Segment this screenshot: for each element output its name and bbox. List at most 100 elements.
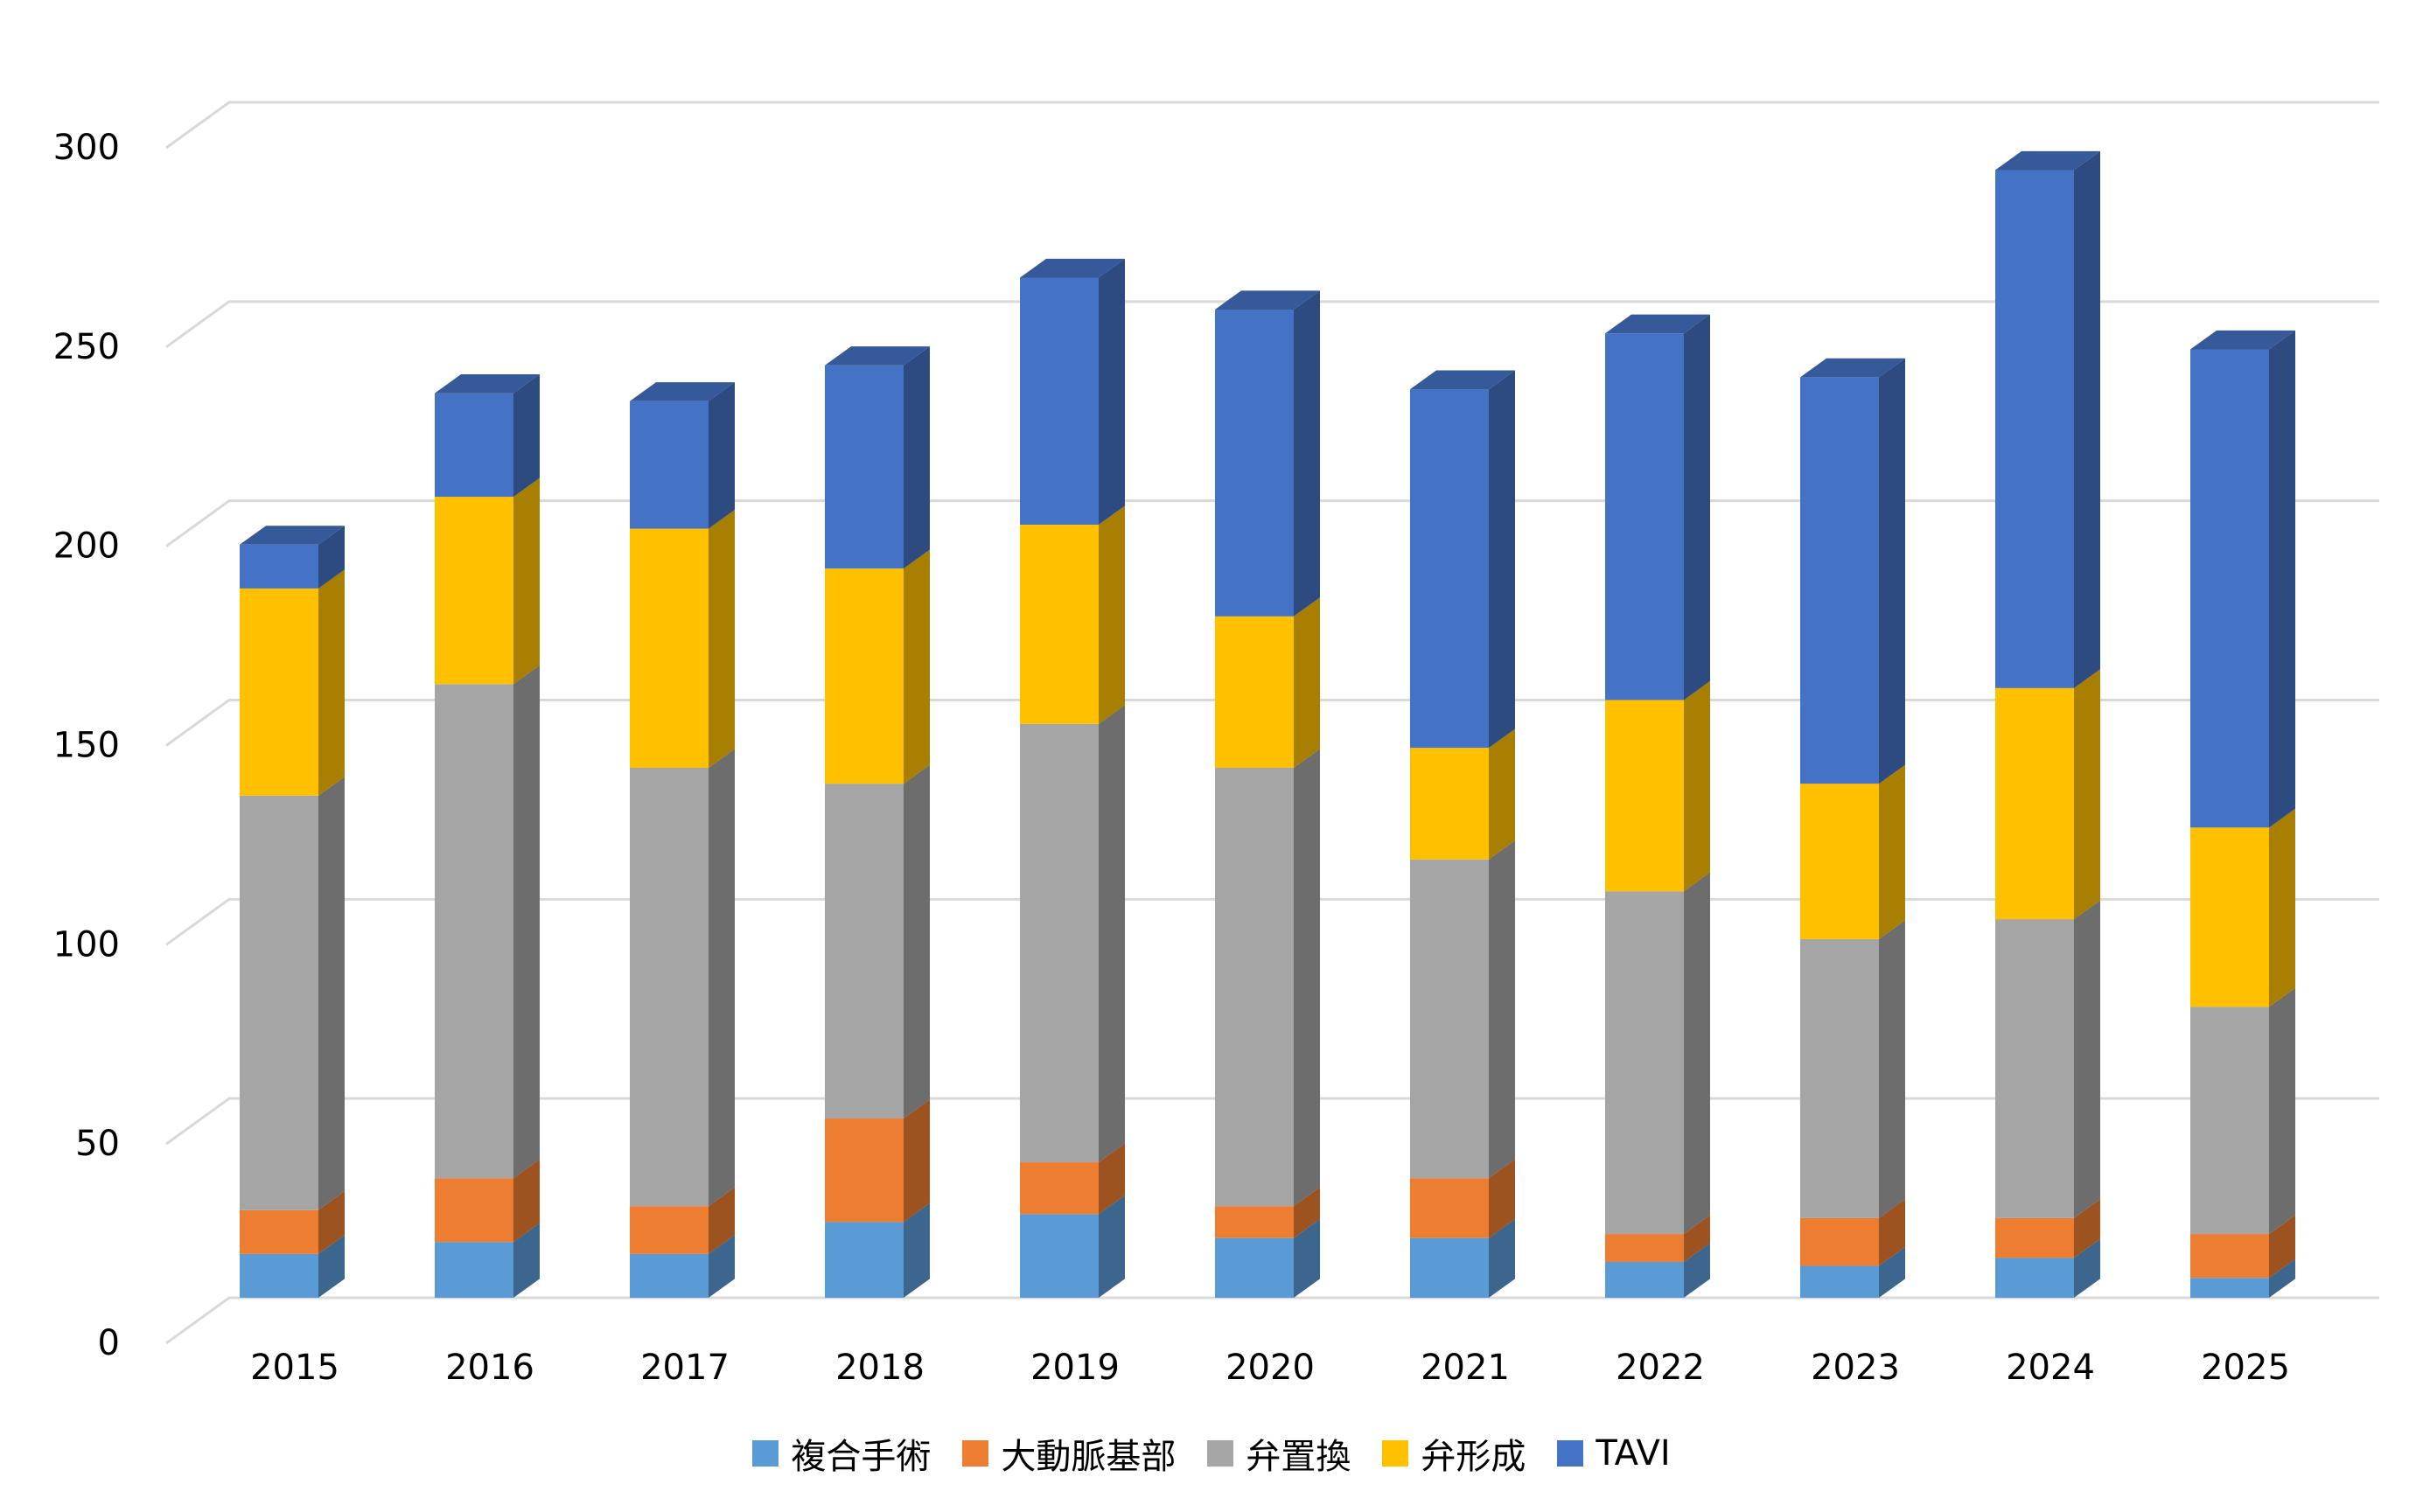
bar-side xyxy=(904,1099,930,1223)
bar-front xyxy=(1020,723,1099,1163)
bar-segment xyxy=(435,1223,540,1298)
bar-segment xyxy=(1995,1199,2100,1258)
bar-side xyxy=(1684,872,1710,1235)
bar-top xyxy=(1215,290,1320,310)
x-tick-label: 2016 xyxy=(445,1348,534,1388)
bar-front xyxy=(2190,1234,2269,1279)
legend-item: TAVI xyxy=(1557,1433,1671,1474)
gridline xyxy=(165,1296,2379,1345)
bar-side xyxy=(1684,314,1710,700)
bar-front xyxy=(1020,1162,1099,1215)
bar-front xyxy=(1020,1214,1099,1298)
bar-segment xyxy=(825,549,930,784)
bar-side xyxy=(904,1202,930,1298)
bar-segment xyxy=(2190,808,2295,1007)
bar-segment xyxy=(1020,505,1125,724)
bar-segment xyxy=(1020,258,1125,526)
bar-front xyxy=(1215,1237,1294,1298)
bar-top xyxy=(825,346,930,366)
bar-top xyxy=(1020,258,1125,278)
bar-side xyxy=(1099,705,1125,1163)
legend-label: 複合手術 xyxy=(791,1437,932,1477)
legend-swatch xyxy=(752,1440,779,1467)
bar-side xyxy=(1879,1199,1905,1266)
bar-segment xyxy=(435,477,540,685)
bar-segment xyxy=(630,509,735,768)
x-tick-label: 2025 xyxy=(2201,1348,2290,1388)
bars xyxy=(240,150,2295,1298)
bar-front xyxy=(1020,525,1099,724)
bar-top xyxy=(240,526,345,545)
bar-segment xyxy=(1215,597,1320,768)
bar-segment xyxy=(825,1202,930,1298)
gridline xyxy=(165,101,2379,150)
x-tick-label: 2024 xyxy=(2006,1348,2095,1388)
bar-segment xyxy=(1605,680,1710,892)
bar-segment xyxy=(1800,764,1905,939)
bar-top xyxy=(630,382,735,401)
bar-side xyxy=(513,1159,540,1243)
bar-side xyxy=(904,346,930,569)
bar-side xyxy=(318,526,345,589)
legend-swatch xyxy=(962,1440,989,1467)
legend-item: 複合手術 xyxy=(752,1428,931,1479)
bar-side xyxy=(1489,1159,1515,1238)
bar-side xyxy=(318,1235,345,1298)
bar-front xyxy=(1995,687,2074,920)
bar-segment xyxy=(1605,1215,1710,1262)
bar-front xyxy=(1800,1217,1879,1266)
bar-front xyxy=(240,795,318,1210)
y-tick-label: 50 xyxy=(75,1124,120,1164)
bar-side xyxy=(1489,1219,1515,1298)
bar-side xyxy=(2074,669,2100,920)
legend-swatch xyxy=(1207,1440,1234,1467)
bar-front xyxy=(1020,277,1099,526)
bar-front xyxy=(2190,1278,2269,1298)
bar-front xyxy=(240,544,318,589)
bar-segment xyxy=(435,1159,540,1243)
bar-segment xyxy=(2190,1258,2295,1298)
bar-segment xyxy=(630,382,735,529)
bar-front xyxy=(1800,377,1879,784)
bar-segment xyxy=(1020,705,1125,1163)
bar-side xyxy=(1099,258,1125,526)
bar-side xyxy=(318,1191,345,1254)
bar-side xyxy=(1294,749,1320,1207)
bar-segment xyxy=(240,1235,345,1298)
bar-side xyxy=(1099,505,1125,724)
bar-front xyxy=(1800,1265,1879,1298)
bar-front xyxy=(1215,1206,1294,1238)
bar-top xyxy=(1410,370,1515,390)
x-tick-label: 2017 xyxy=(640,1348,730,1388)
bar-side xyxy=(1879,1246,1905,1298)
bar-side xyxy=(2269,1258,2295,1298)
y-tick-label: 200 xyxy=(53,526,120,567)
bar-side xyxy=(1294,597,1320,768)
bar-front xyxy=(1605,1234,1684,1262)
bar-segment xyxy=(1995,150,2100,688)
bar-front xyxy=(825,1118,904,1223)
gridlines xyxy=(165,101,2379,1345)
y-tick-label: 300 xyxy=(53,128,120,168)
bar-front xyxy=(1215,309,1294,617)
bar-side xyxy=(709,749,735,1207)
bar-front xyxy=(1605,1261,1684,1298)
y-tick-label: 150 xyxy=(53,726,120,766)
legend-label: 弁形成 xyxy=(1421,1437,1526,1477)
legend: 複合手術 大動脈基部 弁置換 弁形成 TAVI xyxy=(0,1427,2423,1480)
y-tick-label: 0 xyxy=(98,1323,120,1363)
bar-top xyxy=(2190,330,2295,350)
legend-item: 弁形成 xyxy=(1382,1428,1526,1479)
x-axis-ticks: 2015 2016 2017 2018 2019 2020 2021 2022 2023 2024… xyxy=(250,1348,2290,1388)
x-tick-label: 2019 xyxy=(1030,1348,1120,1388)
bar-front xyxy=(1410,859,1489,1179)
bar-front xyxy=(1605,891,1684,1235)
bar-front xyxy=(1995,170,2074,688)
bar-side xyxy=(2074,1238,2100,1298)
bar-front xyxy=(630,1206,709,1254)
bar-segment xyxy=(1410,840,1515,1179)
bar-side xyxy=(513,1223,540,1298)
bar-segment xyxy=(1020,1195,1125,1298)
bar-segment xyxy=(1215,1187,1320,1238)
